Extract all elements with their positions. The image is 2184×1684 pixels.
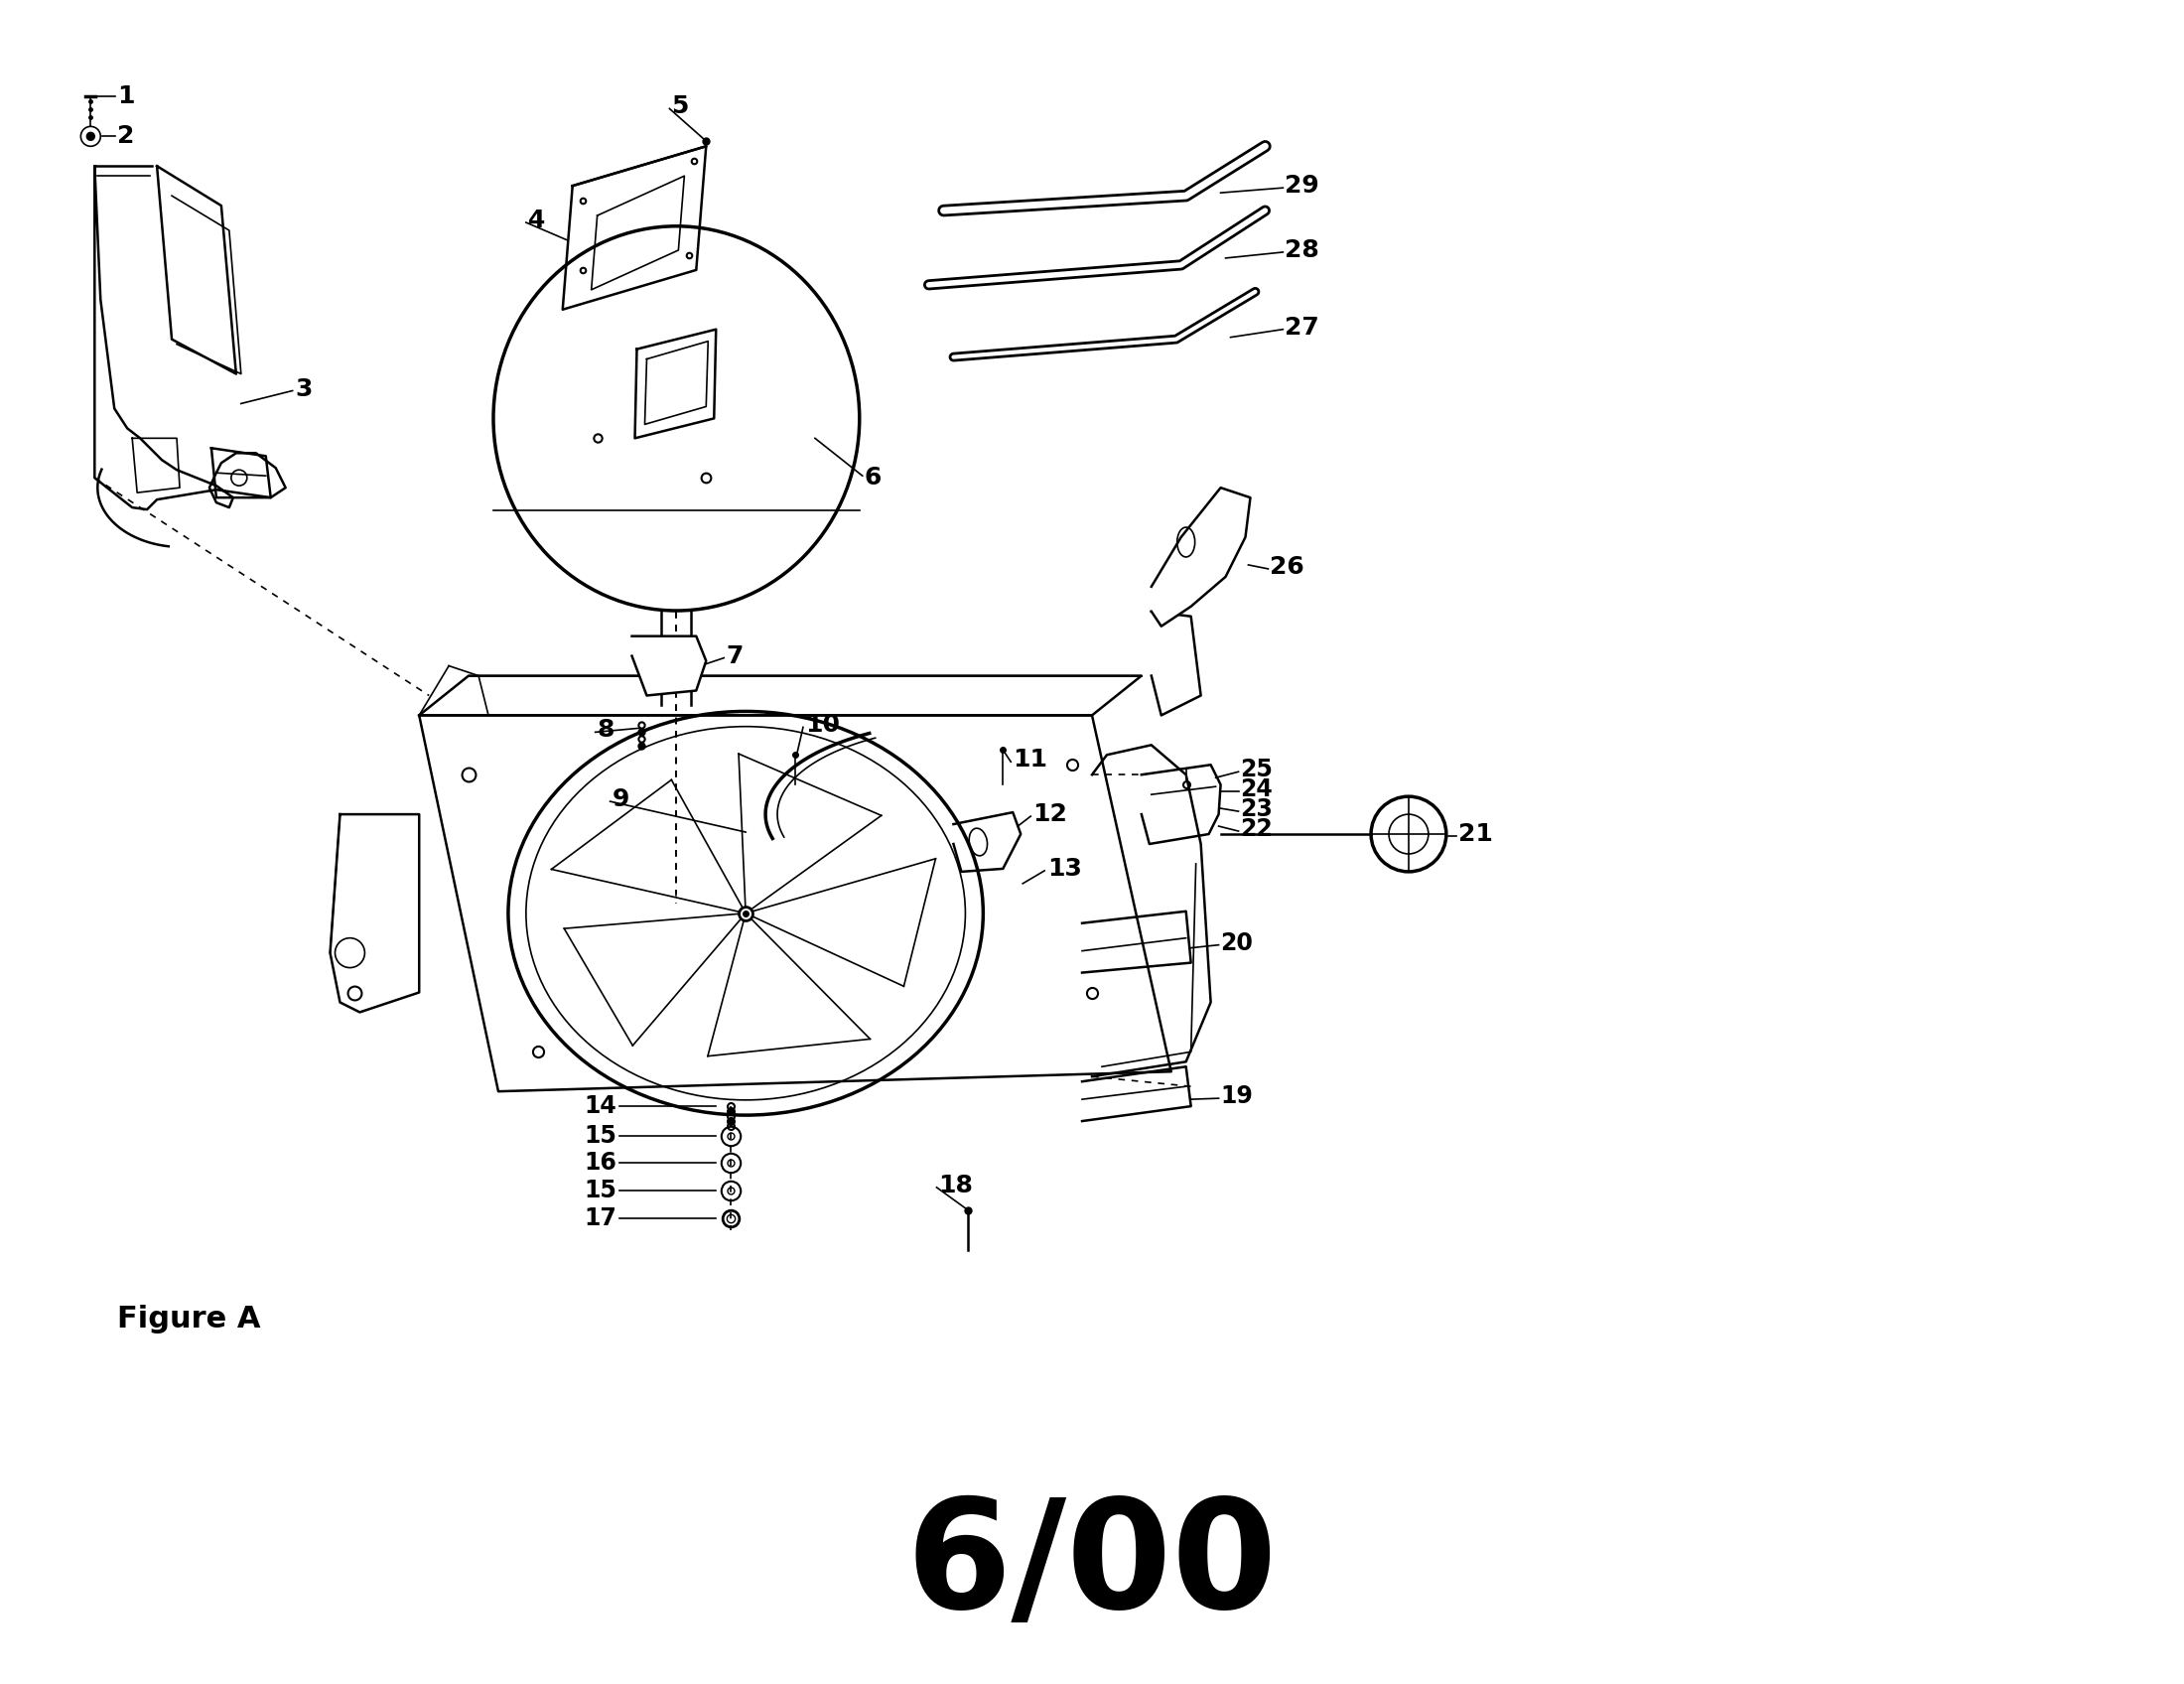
Text: 11: 11 [1013,748,1048,771]
Text: 29: 29 [1284,173,1319,197]
Text: 19: 19 [1221,1084,1254,1108]
Text: 6: 6 [865,466,882,490]
Text: 14: 14 [585,1095,618,1118]
Text: 12: 12 [1033,802,1068,827]
Text: 17: 17 [585,1206,618,1229]
Text: 13: 13 [1048,857,1081,881]
Text: 15: 15 [585,1123,618,1148]
Polygon shape [1151,488,1249,626]
Text: 28: 28 [1284,237,1319,263]
Text: 18: 18 [939,1174,974,1197]
Text: 23: 23 [1241,798,1273,822]
Text: 16: 16 [585,1150,618,1174]
Text: 6/00: 6/00 [906,1492,1278,1640]
Text: 2: 2 [118,125,135,148]
Text: 24: 24 [1241,778,1273,802]
Text: 27: 27 [1284,315,1319,338]
Text: 9: 9 [612,788,629,812]
Text: 21: 21 [1459,822,1492,845]
Text: 3: 3 [295,377,312,401]
Text: 20: 20 [1221,931,1254,955]
Text: 26: 26 [1271,556,1304,579]
Text: 7: 7 [725,643,743,669]
Circle shape [87,133,94,140]
Text: Figure A: Figure A [118,1305,260,1334]
Text: 8: 8 [596,719,614,743]
Text: 25: 25 [1241,758,1273,781]
Text: 1: 1 [118,84,135,109]
Text: 22: 22 [1241,817,1273,840]
Text: 10: 10 [806,714,841,738]
Text: 15: 15 [585,1179,618,1202]
Text: 5: 5 [670,94,688,118]
Polygon shape [631,637,705,695]
Text: 4: 4 [529,209,546,232]
